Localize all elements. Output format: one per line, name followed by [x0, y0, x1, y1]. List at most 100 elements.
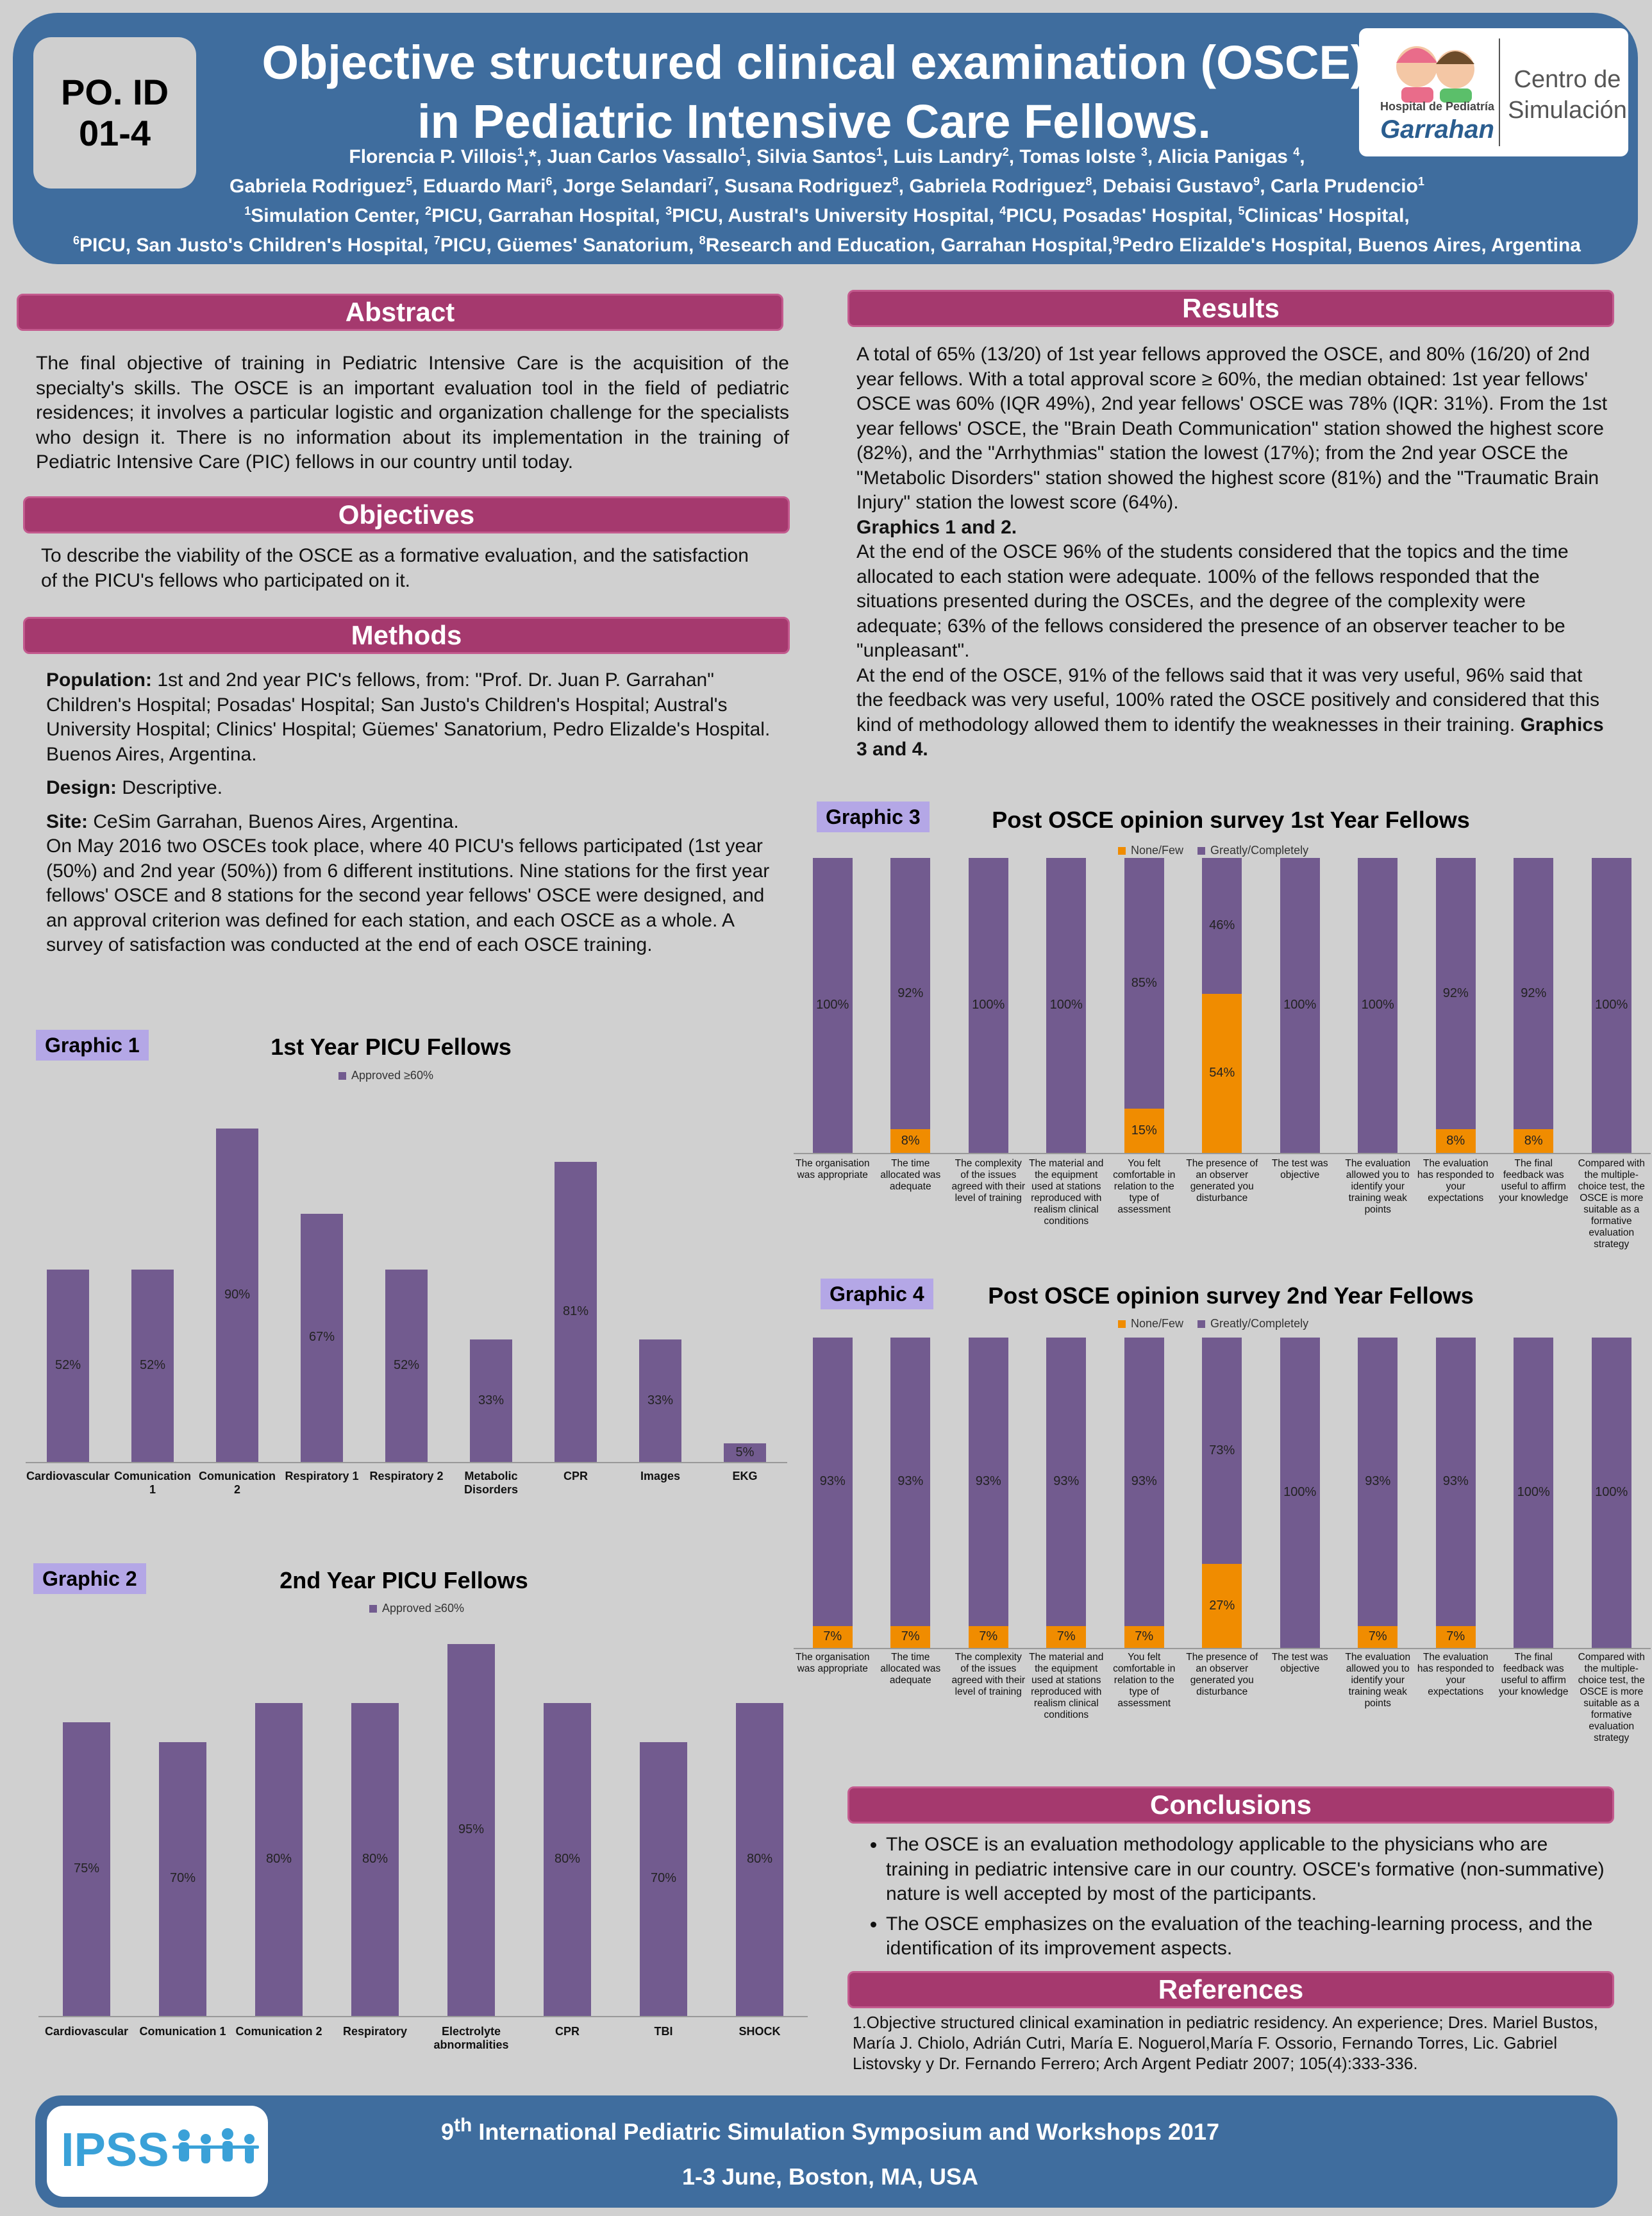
x-axis	[38, 2016, 808, 2017]
category-label: The presence of an observer generated yo…	[1186, 1158, 1258, 1204]
results-text: A total of 65% (13/20) of 1st year fello…	[856, 342, 1612, 762]
legend-swatch	[338, 1071, 346, 1080]
data-label: 70%	[650, 1871, 677, 1886]
chart-bar-greatly	[1591, 858, 1631, 1153]
category-label: Electrolyte abnormalities	[433, 2025, 509, 2051]
category-label: CPR	[555, 2025, 580, 2038]
footer-symposium-name: International Pediatric Simulation Sympo…	[472, 2119, 1219, 2145]
category-label: The evaluation allowed you to identify y…	[1345, 1158, 1411, 1215]
objectives-text: To describe the viability of the OSCE as…	[41, 545, 749, 591]
results-paragraph-1: A total of 65% (13/20) of 1st year fello…	[856, 344, 1608, 513]
legend-label: Greatly/Completely	[1210, 844, 1309, 857]
poster-title-line1: Objective structured clinical examinatio…	[262, 36, 1367, 89]
data-label: 100%	[1361, 998, 1394, 1012]
footer-date-location: 1-3 June, Boston, MA, USA	[681, 2163, 979, 2190]
chart-bar-greatly	[1358, 858, 1398, 1153]
category-label: The test was objective	[1271, 1652, 1328, 1674]
chart-bar-greatly	[1124, 858, 1164, 1109]
data-label: 80%	[746, 1851, 773, 1866]
results-paragraph-3: At the end of the OSCE, 91% of the fello…	[856, 664, 1612, 762]
chart-bar-greatly	[1046, 858, 1087, 1153]
population-label: Population:	[46, 669, 152, 691]
footer-edition-suffix: th	[454, 2115, 472, 2136]
category-label: The final feedback was useful to affirm …	[1498, 1652, 1569, 1697]
legend-swatch	[369, 1604, 377, 1613]
legend-label: Approved ≥60%	[351, 1069, 433, 1082]
chart-title: Post OSCE opinion survey 1st Year Fellow…	[992, 807, 1470, 833]
category-label: The complexity of the issues agreed with…	[951, 1158, 1026, 1204]
chart-bar	[555, 1162, 597, 1462]
category-label: Cardiovascular	[26, 1470, 110, 1482]
chart-bar-none-few	[1124, 1109, 1164, 1153]
references-heading: References	[847, 1971, 1614, 2008]
results-paragraph-2: At the end of the OSCE 96% of the studen…	[856, 541, 1569, 661]
category-label: Respiratory 2	[369, 1470, 444, 1482]
chart-bar-greatly	[1202, 1338, 1242, 1565]
poster-id-box: PO. ID 01-4	[33, 37, 196, 189]
data-label: 93%	[1365, 1474, 1391, 1489]
data-label: 92%	[897, 986, 924, 1000]
data-label: 54%	[1209, 1065, 1235, 1080]
category-label: The evaluation allowed you to identify y…	[1345, 1652, 1411, 1709]
chart-bar-none-few	[1435, 1626, 1476, 1648]
graphic-tag: Graphic 4	[821, 1279, 933, 1309]
x-axis	[794, 1648, 1651, 1649]
chart-bar-none-few	[968, 1626, 1008, 1648]
children-logo-icon	[1396, 46, 1474, 103]
logo-hospital-name: Garrahan	[1380, 115, 1494, 144]
data-label: 100%	[1283, 998, 1317, 1012]
poster-id-line2: 01-4	[78, 113, 151, 153]
chart-bar-none-few	[890, 1129, 931, 1153]
abstract-heading: Abstract	[17, 294, 783, 331]
chart-bar-greatly	[812, 858, 853, 1153]
data-label: 52%	[139, 1357, 166, 1372]
logo-center-line1: Centro de	[1514, 66, 1621, 93]
data-label: 93%	[1442, 1474, 1469, 1489]
category-label: The presence of an observer generated yo…	[1186, 1652, 1258, 1697]
chart-bar-none-few	[890, 1626, 931, 1648]
data-label: 100%	[1595, 998, 1628, 1012]
graphic-tag: Graphic 2	[33, 1563, 146, 1594]
chart-bar	[63, 1722, 110, 2016]
references-text: 1.Objective structured clinical examinat…	[853, 2013, 1598, 2073]
data-label: 5%	[735, 1445, 755, 1459]
data-label: 52%	[54, 1357, 81, 1372]
site-text: CeSim Garrahan, Buenos Aires, Argentina.	[88, 810, 459, 832]
data-label: 8%	[901, 1133, 920, 1148]
data-label: 80%	[362, 1851, 388, 1866]
authors-affiliations: Florencia P. Villois1,*, Juan Carlos Vas…	[73, 146, 1581, 256]
chart-bar-greatly	[968, 858, 1008, 1153]
chart-bar	[470, 1339, 512, 1462]
category-label: The organisation was appropriate	[796, 1652, 870, 1674]
chart-bar	[47, 1269, 89, 1462]
data-label: 33%	[478, 1393, 505, 1407]
legend-label: Greatly/Completely	[1210, 1317, 1309, 1330]
abstract-text: The final objective of training in Pedia…	[36, 353, 789, 473]
chart-legend: Approved ≥60%	[369, 1602, 464, 1615]
data-label: 93%	[897, 1474, 924, 1489]
methods-design: Design: Descriptive.	[46, 776, 777, 801]
category-label: SHOCK	[738, 2025, 781, 2038]
chart-bar	[131, 1269, 174, 1462]
data-label: 15%	[1131, 1123, 1157, 1137]
chart-legend: None/Few Greatly/Completely	[1118, 1317, 1308, 1330]
chart-bar-greatly	[1514, 1338, 1554, 1648]
data-label: 7%	[1135, 1629, 1154, 1644]
design-text: Descriptive.	[117, 777, 223, 798]
legend-label: None/Few	[1131, 844, 1184, 857]
legend-swatch	[1197, 1320, 1206, 1328]
methods-text: Population: 1st and 2nd year PIC's fello…	[46, 668, 777, 958]
category-label: The evaluation has responded to your exp…	[1417, 1652, 1494, 1697]
category-label: Comunication 1	[139, 2025, 226, 2038]
data-label: 46%	[1209, 918, 1235, 932]
category-label: The complexity of the issues agreed with…	[951, 1652, 1026, 1697]
data-label: 75%	[73, 1861, 100, 1876]
data-label: 67%	[308, 1330, 335, 1345]
chart-title: Post OSCE opinion survey 2nd Year Fellow…	[988, 1282, 1474, 1309]
data-label: 100%	[1595, 1485, 1628, 1499]
category-label: The material and the equipment used at s…	[1029, 1158, 1104, 1227]
footer-edition-number: 9	[441, 2119, 455, 2145]
footer-symposium: 9th International Pediatric Simulation S…	[276, 2115, 1385, 2145]
graphic-tag: Graphic 3	[817, 802, 930, 832]
category-label: Comunication 2	[235, 2025, 322, 2038]
